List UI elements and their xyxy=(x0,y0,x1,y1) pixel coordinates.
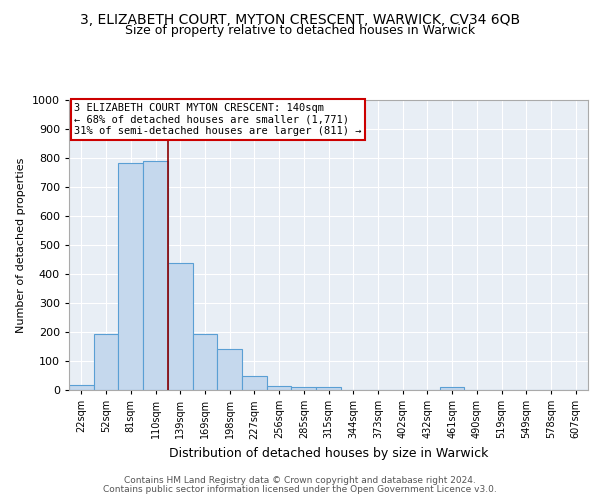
Text: Size of property relative to detached houses in Warwick: Size of property relative to detached ho… xyxy=(125,24,475,37)
Bar xyxy=(440,386,464,390)
X-axis label: Distribution of detached houses by size in Warwick: Distribution of detached houses by size … xyxy=(169,447,488,460)
Bar xyxy=(94,334,118,390)
Bar xyxy=(267,386,292,390)
Bar xyxy=(316,386,341,390)
Bar xyxy=(292,386,316,390)
Text: Contains HM Land Registry data © Crown copyright and database right 2024.: Contains HM Land Registry data © Crown c… xyxy=(124,476,476,485)
Bar xyxy=(193,334,217,390)
Bar xyxy=(118,163,143,390)
Bar xyxy=(69,385,94,390)
Bar xyxy=(168,264,193,390)
Y-axis label: Number of detached properties: Number of detached properties xyxy=(16,158,26,332)
Bar xyxy=(143,161,168,390)
Text: 3 ELIZABETH COURT MYTON CRESCENT: 140sqm
← 68% of detached houses are smaller (1: 3 ELIZABETH COURT MYTON CRESCENT: 140sqm… xyxy=(74,103,362,136)
Bar xyxy=(242,376,267,390)
Text: Contains public sector information licensed under the Open Government Licence v3: Contains public sector information licen… xyxy=(103,485,497,494)
Text: 3, ELIZABETH COURT, MYTON CRESCENT, WARWICK, CV34 6QB: 3, ELIZABETH COURT, MYTON CRESCENT, WARW… xyxy=(80,12,520,26)
Bar xyxy=(217,350,242,390)
